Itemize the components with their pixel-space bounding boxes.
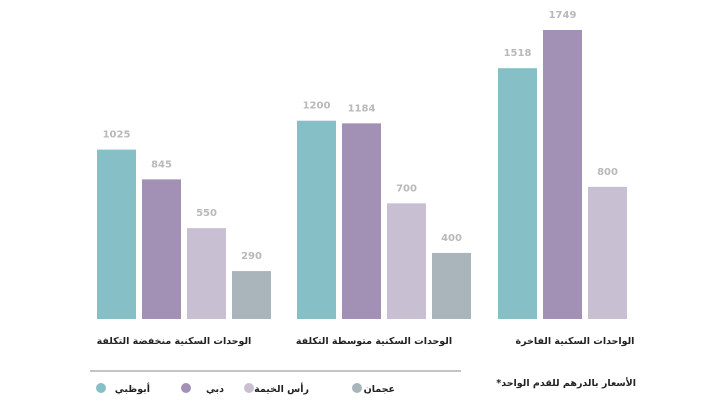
category-label: الوحدات السكنية منخفضة التكلفة	[97, 336, 252, 347]
legend-label: أبوظبي	[115, 382, 150, 395]
bar-value-label: 1184	[348, 103, 376, 114]
bar-value-label: 550	[196, 208, 217, 219]
bar	[97, 149, 136, 319]
bar-value-label: 1749	[549, 10, 577, 21]
bar	[432, 252, 471, 319]
bar-value-label: 845	[151, 159, 172, 170]
legend-label: دبي	[206, 384, 224, 395]
bar-value-label: 700	[396, 183, 417, 194]
bar	[187, 228, 226, 319]
category-label: الواحدات السكنية الفاخرة	[516, 336, 635, 347]
legend-swatch	[181, 383, 191, 393]
value-labels-layer: 1025 845 550 290 1200 1184 700 400 1518 1749 800	[103, 10, 618, 262]
bar	[142, 179, 181, 319]
bar	[342, 123, 381, 319]
bars-layer	[97, 30, 627, 319]
legend: أبوظبي دبي رأس الخيمة عجمان	[96, 382, 395, 395]
legend-swatch	[352, 383, 362, 393]
bar-value-label: 400	[441, 233, 462, 244]
bar	[387, 203, 426, 319]
bar	[297, 120, 336, 319]
bar-value-label: 800	[597, 167, 618, 178]
bar-value-label: 1200	[303, 101, 331, 112]
bar-value-label: 1518	[504, 48, 532, 59]
legend-label: عجمان	[364, 384, 395, 395]
bar-value-label: 1025	[103, 130, 131, 141]
category-labels-layer: الوحدات السكنية منخفضة التكلفة الوحدات ال…	[97, 336, 635, 347]
legend-label: رأس الخيمة	[254, 382, 309, 395]
legend-swatch	[244, 383, 254, 393]
category-label: الوحدات السكنية متوسطة التكلفة	[296, 336, 452, 347]
units-note: *الأسعار بالدرهم للقدم الواحد	[496, 377, 636, 389]
bar	[588, 186, 627, 319]
legend-swatch	[96, 383, 106, 393]
bar	[498, 68, 537, 319]
bar	[543, 30, 582, 319]
bar	[232, 271, 271, 319]
bar-value-label: 290	[241, 251, 262, 262]
